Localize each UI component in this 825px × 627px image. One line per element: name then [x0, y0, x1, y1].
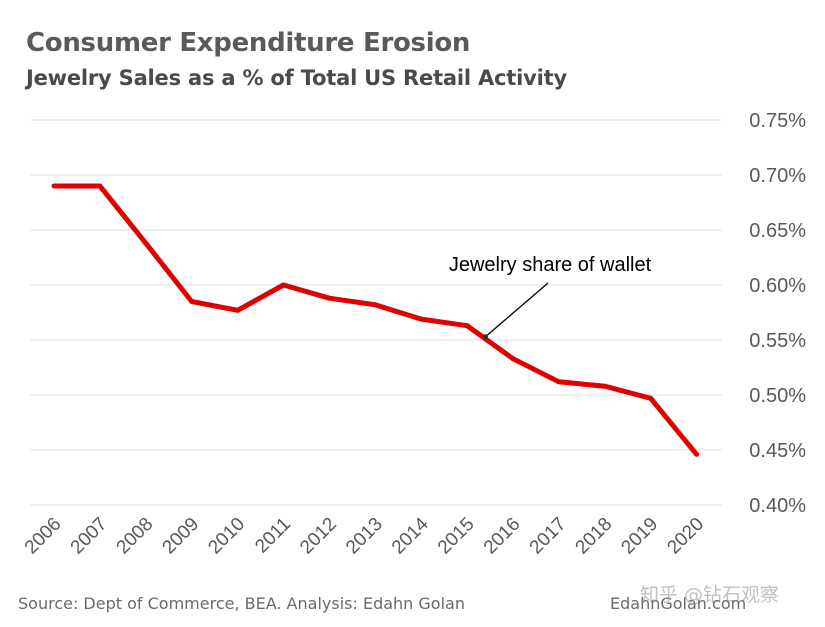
y-tick-label: 0.40%: [749, 495, 806, 517]
x-tick-label: 2013: [342, 514, 387, 559]
y-tick-label: 0.60%: [749, 275, 806, 297]
source-note: Source: Dept of Commerce, BEA. Analysis:…: [18, 594, 465, 613]
data-point-2012: [326, 295, 332, 301]
x-tick-label: 2008: [113, 514, 158, 559]
x-tick-label: 2020: [663, 514, 708, 559]
gridlines: [30, 119, 722, 506]
y-tick-label: 0.70%: [749, 165, 806, 187]
x-tick-label: 2016: [480, 514, 525, 559]
data-point-2015: [464, 323, 470, 329]
data-point-2014: [418, 316, 424, 322]
annotation-layer: Jewelry share of wallet: [449, 254, 652, 340]
x-tick-label: 2007: [67, 514, 112, 559]
annotation-label: Jewelry share of wallet: [449, 254, 652, 276]
x-tick-label: 2015: [434, 514, 479, 559]
x-tick-label: 2017: [526, 514, 571, 559]
x-tick-label: 2014: [388, 513, 433, 558]
y-axis-tick-labels: 0.40% 0.45% 0.50% 0.55% 0.60% 0.65% 0.70% 0.75%: [749, 110, 806, 517]
data-point-2010: [235, 307, 241, 313]
y-tick-label: 0.50%: [749, 385, 806, 407]
data-point-2017: [556, 379, 562, 385]
x-tick-label: 2018: [572, 514, 617, 559]
series-layer: [51, 183, 700, 457]
chart-title: Consumer Expenditure Erosion: [26, 28, 471, 58]
x-tick-label: 2019: [617, 514, 662, 559]
x-tick-label: 2009: [158, 514, 203, 559]
site-credit: EdahnGolan.com: [610, 594, 747, 613]
x-tick-label: 2010: [204, 514, 249, 559]
chart-subtitle: Jewelry Sales as a % of Total US Retail …: [26, 66, 567, 90]
y-tick-label: 0.65%: [749, 220, 806, 242]
data-point-2013: [372, 302, 378, 308]
data-point-2016: [510, 356, 516, 362]
data-point-2011: [281, 282, 286, 288]
data-point-2007: [97, 183, 103, 189]
data-point-2020: [694, 451, 700, 457]
x-tick-label: 2006: [21, 514, 66, 559]
data-point-2008: [143, 240, 149, 246]
x-tick-label: 2011: [251, 514, 295, 558]
data-point-2019: [648, 395, 654, 401]
y-tick-label: 0.55%: [749, 330, 806, 352]
watermark: 知乎 @钻石观察: [640, 584, 780, 606]
annotation-leader-line: [485, 282, 549, 338]
series-line-0: [54, 183, 699, 456]
data-point-2006: [51, 183, 57, 189]
y-tick-label: 0.45%: [749, 440, 806, 462]
y-tick-label: 0.75%: [749, 110, 806, 132]
annotation-anchor: [482, 334, 488, 340]
x-axis-tick-labels: 2006 2007 2008 2009 2010 2011 2012 2013 2014 2015…: [21, 513, 708, 558]
data-point-2009: [189, 299, 195, 304]
x-tick-label: 2012: [296, 514, 341, 559]
data-point-2018: [602, 383, 608, 389]
